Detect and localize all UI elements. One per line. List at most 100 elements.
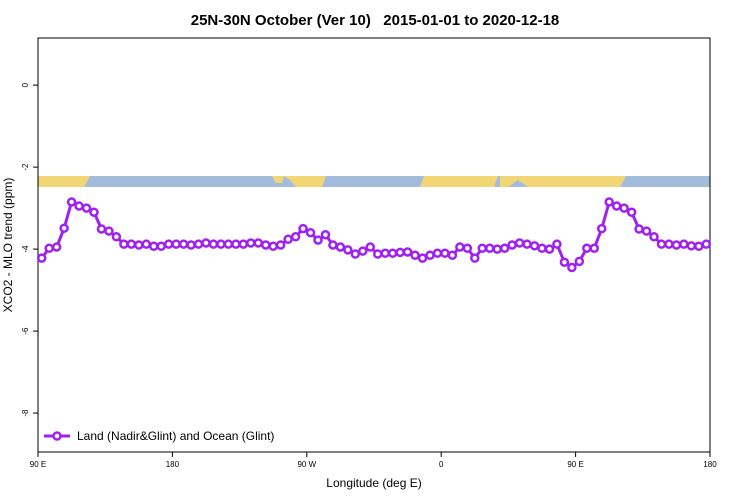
- data-point: [529, 241, 540, 251]
- data-point: [305, 227, 316, 238]
- data-point: [447, 250, 458, 260]
- data-point: [492, 244, 502, 254]
- data-point: [604, 197, 614, 207]
- data-point: [36, 253, 47, 263]
- y-axis-label: XCO2 - MLO trend (ppm): [1, 178, 15, 313]
- data-point: [335, 242, 346, 252]
- x-tick-label: 0: [439, 460, 444, 469]
- data-point: [440, 248, 450, 258]
- data-point: [216, 239, 226, 249]
- data-point: [417, 253, 428, 263]
- data-point: [283, 234, 293, 245]
- chart-title: 25N-30N October (Ver 10) 2015-01-01 to 2…: [191, 12, 560, 29]
- data-point: [641, 226, 652, 236]
- data-point: [455, 242, 465, 252]
- data-point: [567, 262, 577, 273]
- data-point: [74, 201, 84, 211]
- data-point: [298, 223, 308, 234]
- data-point: [552, 239, 562, 249]
- data-point: [208, 239, 219, 249]
- data-point: [246, 238, 256, 248]
- y-tick-label: -8: [21, 409, 30, 417]
- data-point: [656, 239, 667, 249]
- data-point: [626, 207, 637, 217]
- data-point: [104, 226, 114, 236]
- data-point: [484, 243, 495, 254]
- data-point: [582, 243, 592, 254]
- data-point: [268, 241, 278, 251]
- data-point: [223, 239, 234, 249]
- data-point: [462, 243, 473, 254]
- series-line: [40, 199, 707, 270]
- data-point: [596, 223, 607, 234]
- data-point: [574, 256, 585, 267]
- data-point: [193, 239, 204, 249]
- data-point: [238, 239, 249, 249]
- data-point: [163, 239, 174, 249]
- data-point: [328, 240, 338, 250]
- x-tick-label: 180: [703, 460, 717, 469]
- data-point: [686, 241, 697, 251]
- data-point: [380, 248, 390, 258]
- data-point: [559, 257, 570, 267]
- data-point: [470, 253, 480, 263]
- x-tick-label: 90 W: [297, 460, 316, 469]
- data-point: [477, 243, 488, 254]
- data-point: [66, 197, 77, 207]
- data-point: [395, 247, 405, 258]
- data-point: [402, 247, 413, 257]
- land-ocean-strip: [38, 176, 710, 187]
- legend-label: Land (Nadir&Glint) and Ocean (Glint): [77, 429, 274, 443]
- data-point: [634, 224, 644, 234]
- y-tick-label: -2: [21, 163, 30, 171]
- data-point: [275, 240, 286, 250]
- data-point: [410, 250, 420, 260]
- data-point: [313, 235, 323, 245]
- data-point: [589, 243, 600, 254]
- data-point: [694, 241, 704, 251]
- data-point: [611, 201, 622, 211]
- data-point: [365, 242, 376, 252]
- data-point: [619, 203, 629, 213]
- y-tick-label: -6: [21, 327, 30, 335]
- data-point: [350, 249, 361, 259]
- y-tick-label: -4: [21, 245, 30, 253]
- data-point: [59, 223, 69, 233]
- data-point: [432, 248, 443, 258]
- data-point: [134, 240, 144, 250]
- data-point: [51, 242, 62, 252]
- x-tick-label: 90 E: [567, 460, 583, 469]
- data-point: [44, 243, 54, 254]
- data-point: [701, 239, 712, 249]
- data-point: [425, 250, 435, 260]
- data-point: [111, 232, 122, 242]
- data-point: [231, 239, 241, 249]
- x-axis-label: Longitude (deg E): [326, 476, 421, 490]
- data-point: [387, 248, 398, 258]
- data-point: [544, 244, 555, 254]
- data-point: [537, 243, 547, 254]
- data-point: [320, 230, 331, 240]
- data-point: [171, 239, 181, 249]
- data-point: [499, 243, 510, 254]
- data-point: [260, 240, 271, 250]
- data-point: [343, 245, 353, 255]
- data-point: [119, 239, 129, 249]
- data-point: [671, 240, 682, 250]
- data-point: [156, 241, 166, 251]
- data-point: [358, 246, 368, 256]
- y-tick-label: 0: [21, 82, 30, 87]
- data-point: [126, 239, 137, 249]
- data-point: [201, 238, 211, 248]
- data-point: [290, 232, 301, 242]
- data-point: [148, 241, 159, 251]
- data-point: [664, 239, 674, 249]
- data-point: [253, 238, 264, 248]
- data-point: [679, 239, 689, 249]
- data-point: [141, 239, 152, 249]
- legend-marker: [52, 431, 62, 441]
- x-tick-label: 180: [166, 460, 180, 469]
- data-point: [522, 239, 532, 249]
- data-point: [649, 232, 659, 242]
